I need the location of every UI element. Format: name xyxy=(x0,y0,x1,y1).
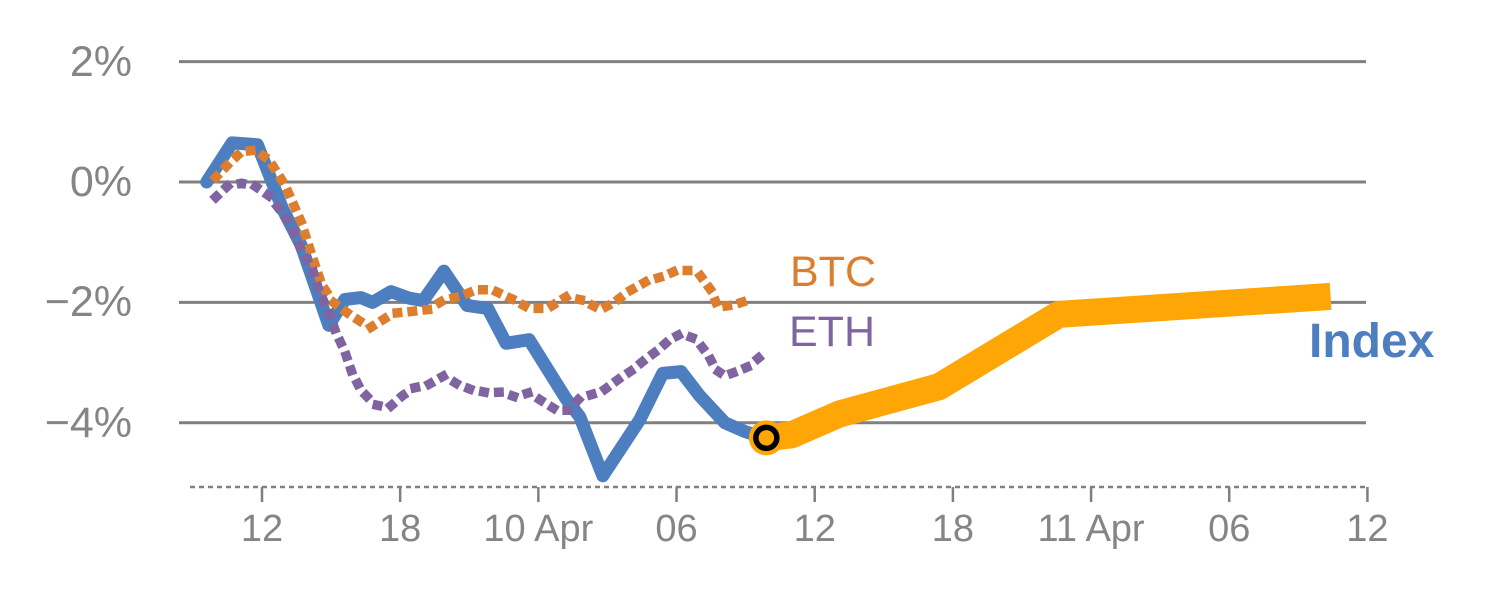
y-axis-label--2: −2% xyxy=(44,278,132,327)
eth-line xyxy=(209,178,769,415)
index-forecast-line xyxy=(764,282,1332,452)
x-axis-label-12: 12 xyxy=(1346,508,1389,550)
x-axis-label-06: 06 xyxy=(1208,508,1251,550)
y-axis-label-0: 0% xyxy=(69,158,132,206)
y-axis-label-2: 2% xyxy=(69,37,132,86)
x-axis-label-12: 12 xyxy=(240,508,284,550)
forecast-start-marker-ring xyxy=(753,424,780,452)
x-axis-label-06: 06 xyxy=(655,508,698,550)
x-axis-label-18: 18 xyxy=(379,508,422,550)
x-axis-label-10-Apr: 10 Apr xyxy=(483,508,594,550)
btc-line xyxy=(209,145,759,333)
y-axis-label--4: −4% xyxy=(44,398,132,447)
x-axis-label-11-Apr: 11 Apr xyxy=(1037,508,1145,550)
x-axis-label-18: 18 xyxy=(931,508,975,550)
x-axis-label-12: 12 xyxy=(793,508,836,550)
index-series-label: Index xyxy=(1309,315,1435,368)
eth-series-label: ETH xyxy=(789,308,875,356)
btc-series-label: BTC xyxy=(790,248,876,296)
